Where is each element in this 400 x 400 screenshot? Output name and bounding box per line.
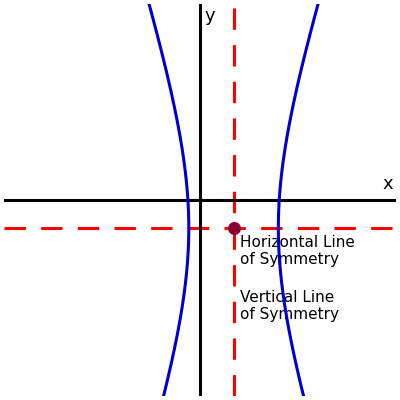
Text: y: y bbox=[204, 7, 215, 25]
Text: Horizontal Line
of Symmetry: Horizontal Line of Symmetry bbox=[240, 235, 355, 267]
Text: Vertical Line
of Symmetry: Vertical Line of Symmetry bbox=[240, 290, 339, 322]
Point bbox=[230, 225, 237, 231]
Text: x: x bbox=[382, 175, 393, 193]
